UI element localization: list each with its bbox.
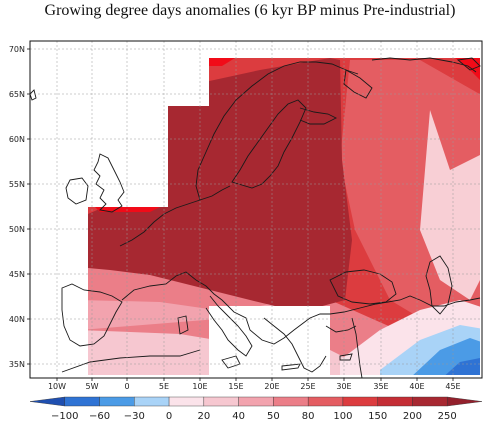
- lat-label: 50N: [9, 225, 25, 234]
- coastline-balkans: [263, 317, 327, 373]
- longitude-axis: 10W 5W 0 5E 10E 15E 20E 25E 30E 35E 40E 45E: [48, 378, 461, 391]
- lat-label: 35N: [9, 360, 25, 369]
- lon-label: 35E: [373, 382, 388, 391]
- coastline-sardinia: [177, 315, 189, 335]
- coastline-baltic: [231, 99, 307, 189]
- lon-label: 40E: [409, 382, 424, 391]
- field-band-east-light: [420, 110, 480, 300]
- colorbar-label: 50: [267, 411, 280, 422]
- colorbar-label: 250: [438, 411, 457, 422]
- coastline-france-channel: [119, 185, 231, 247]
- coastline-white-sea: [343, 69, 373, 99]
- colorbar-swatch: [412, 396, 448, 407]
- coastline-caspian: [425, 255, 453, 315]
- latitude-axis: 70N 65N 60N 55N 50N 45N 40N 35N: [9, 45, 30, 369]
- chart-title: Growing degree days anomalies (6 kyr BP …: [44, 2, 456, 19]
- coastline-iberia: [61, 283, 123, 347]
- colorbar-swatch: [447, 396, 483, 407]
- coastline-anatolia: [325, 325, 357, 333]
- coastline-north-africa: [61, 349, 201, 373]
- colorbar-swatch: [134, 396, 170, 407]
- colorbar-swatch: [307, 396, 344, 407]
- colorbar-swatch: [342, 396, 378, 407]
- lon-label: 45E: [445, 382, 460, 391]
- field-peak-north: [209, 58, 235, 66]
- lon-label: 30E: [336, 382, 351, 391]
- colorbar-label: −30: [124, 411, 145, 422]
- colorbar-swatch: [203, 396, 239, 407]
- coastline-continent: [121, 271, 481, 345]
- lat-label: 45N: [9, 270, 25, 279]
- lat-label: 65N: [9, 90, 25, 99]
- field-band-neg-dark: [440, 358, 480, 375]
- coastline-britain: [93, 153, 125, 213]
- colorbar-label: 200: [403, 411, 422, 422]
- coastline-gulf-finland: [299, 107, 338, 125]
- lat-lon-grid: [30, 41, 482, 378]
- colorbar-label: −60: [89, 411, 110, 422]
- map-frame: [29, 40, 483, 379]
- lat-label: 55N: [9, 180, 25, 189]
- coastline-iceland-edge: [29, 89, 37, 101]
- coastline-crete: [281, 363, 301, 371]
- lon-label: 15E: [228, 382, 243, 391]
- anomaly-field: [88, 58, 480, 375]
- colorbar-swatch: [99, 396, 135, 407]
- lat-label: 60N: [9, 135, 25, 144]
- colorbar-label: 80: [302, 411, 315, 422]
- colorbar-label: −100: [51, 411, 78, 422]
- lon-label: 10W: [48, 382, 66, 391]
- colorbar-swatch: [238, 396, 274, 407]
- coastline-cyprus: [339, 353, 353, 361]
- colorbar-label: 20: [197, 411, 210, 422]
- colorbar-swatch: [29, 396, 65, 407]
- colorbar-swatch: [273, 396, 309, 407]
- coastlines: [29, 57, 481, 379]
- colorbar-swatch: [168, 396, 205, 407]
- lon-label: 20E: [264, 382, 279, 391]
- lat-label: 70N: [9, 45, 25, 54]
- colorbar-label: 40: [232, 411, 245, 422]
- coastline-ireland: [65, 177, 89, 205]
- colorbar-swatch: [64, 396, 100, 407]
- coastline-scandinavia: [195, 61, 359, 201]
- coastline-italy: [205, 295, 253, 357]
- colorbar-label: 100: [333, 411, 352, 422]
- lon-label: 25E: [300, 382, 315, 391]
- lon-label: 0: [124, 382, 129, 391]
- coastline-levant: [351, 317, 363, 379]
- field-band-very-high: [88, 58, 352, 312]
- coastline-black-sea: [329, 269, 397, 305]
- coastline-novaya-zemlya: [456, 57, 481, 71]
- field-peak-ne: [455, 58, 480, 80]
- colorbar-swatch: [377, 396, 413, 407]
- coastline-barents: [371, 57, 477, 73]
- lat-label: 40N: [9, 315, 25, 324]
- lon-label: 10E: [192, 382, 207, 391]
- colorbar: −100 −60 −30 0 20 40 50 80 100 150 200 250: [29, 396, 483, 422]
- colorbar-label: 150: [368, 411, 387, 422]
- lon-label: 5W: [86, 382, 99, 391]
- colorbar-label: 0: [166, 411, 172, 422]
- field-peak-west: [95, 207, 160, 212]
- lon-label: 5E: [159, 382, 169, 391]
